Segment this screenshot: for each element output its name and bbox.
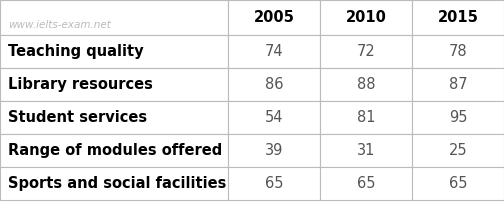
Text: Library resources: Library resources (8, 77, 153, 92)
Bar (228, 35, 320, 68)
Bar (320, 101, 412, 134)
Text: 65: 65 (449, 176, 467, 191)
Bar (412, 167, 504, 200)
Bar (228, 68, 320, 101)
Text: 25: 25 (449, 143, 467, 158)
Bar (228, 101, 320, 134)
Bar (228, 167, 320, 200)
Bar (412, 35, 504, 68)
Text: www.ielts-exam.net: www.ielts-exam.net (8, 20, 111, 30)
Bar (412, 0, 504, 35)
Text: 87: 87 (449, 77, 467, 92)
Text: 2010: 2010 (346, 10, 387, 25)
Bar (0, 68, 228, 101)
Text: Teaching quality: Teaching quality (8, 44, 144, 59)
Text: 81: 81 (357, 110, 375, 125)
Text: 72: 72 (357, 44, 375, 59)
Bar (0, 167, 228, 200)
Bar (0, 134, 228, 167)
Text: 74: 74 (265, 44, 283, 59)
Text: 31: 31 (357, 143, 375, 158)
Bar (228, 0, 320, 35)
Text: Sports and social facilities: Sports and social facilities (8, 176, 226, 191)
Text: 95: 95 (449, 110, 467, 125)
Text: 65: 65 (265, 176, 283, 191)
Text: 78: 78 (449, 44, 467, 59)
Bar (320, 0, 412, 35)
Bar (320, 167, 412, 200)
Text: 39: 39 (265, 143, 283, 158)
Bar (320, 134, 412, 167)
Bar (228, 134, 320, 167)
Bar (0, 0, 228, 35)
Bar (320, 35, 412, 68)
Text: Student services: Student services (8, 110, 147, 125)
Bar (412, 101, 504, 134)
Bar (320, 68, 412, 101)
Bar (0, 35, 228, 68)
Text: 65: 65 (357, 176, 375, 191)
Text: 2015: 2015 (437, 10, 478, 25)
Bar (412, 134, 504, 167)
Bar (0, 101, 228, 134)
Text: 86: 86 (265, 77, 283, 92)
Text: 54: 54 (265, 110, 283, 125)
Text: 88: 88 (357, 77, 375, 92)
Text: 2005: 2005 (254, 10, 294, 25)
Text: Range of modules offered: Range of modules offered (8, 143, 222, 158)
Bar (412, 68, 504, 101)
